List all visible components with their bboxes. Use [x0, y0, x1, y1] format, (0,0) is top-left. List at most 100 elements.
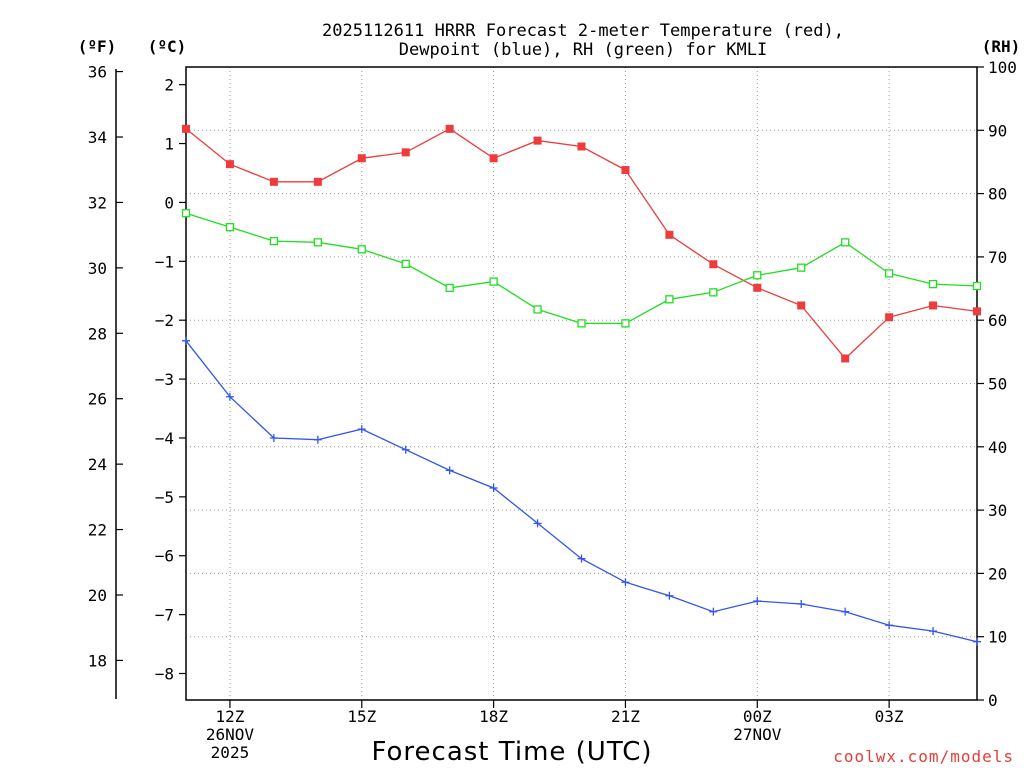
temperature-point: [621, 166, 630, 175]
rh-point: [401, 259, 410, 269]
dewpoint-point: [489, 484, 498, 493]
rh-tick-label: 60: [988, 311, 1007, 330]
celsius-tick-label: −6: [155, 547, 174, 566]
x-tick-label: 00Z: [743, 707, 772, 726]
celsius-tick-label: −2: [155, 311, 174, 330]
dewpoint-point: [577, 554, 586, 563]
fahrenheit-tick-label: 26: [88, 390, 107, 409]
data-series: [181, 124, 982, 646]
dewpoint-point: [533, 519, 542, 528]
fahrenheit-tick-label: 22: [88, 521, 107, 540]
dewpoint-point: [885, 621, 894, 630]
rh-point: [753, 271, 762, 280]
x-tick-label: 03Z: [875, 707, 904, 726]
celsius-tick-label: −8: [155, 665, 174, 684]
fahrenheit-unit-label: (ºF): [78, 37, 117, 56]
temperature-point: [885, 313, 894, 322]
dewpoint-point: [269, 433, 278, 442]
celsius-tick-label: 0: [164, 193, 174, 212]
dewpoint-point: [445, 466, 454, 475]
fahrenheit-tick-label: 30: [88, 259, 107, 278]
dewpoint-point: [665, 591, 674, 600]
rh-point: [709, 288, 718, 297]
fahrenheit-tick-label: 24: [88, 455, 107, 474]
rh-tick-label: 70: [988, 248, 1007, 267]
temperature-point: [269, 177, 278, 186]
x-axis-title: Forecast Time (UTC): [371, 737, 652, 767]
rh-unit-label: (RH): [982, 37, 1021, 56]
rh-point: [577, 319, 586, 328]
rh-point: [357, 245, 366, 254]
source-credit: coolwx.com/models: [833, 747, 1014, 766]
rh-tick-label: 100: [988, 58, 1017, 77]
temperature-point: [753, 283, 762, 292]
rh-tick-label: 30: [988, 501, 1007, 520]
temperature-point: [929, 301, 938, 310]
rh-point: [972, 281, 982, 291]
rh-tick-label: 90: [988, 121, 1007, 140]
celsius-tick-label: −5: [155, 488, 174, 507]
fahrenheit-tick-label: 34: [88, 128, 107, 147]
temperature-point: [841, 354, 850, 363]
temperature-point: [401, 148, 410, 157]
temperature-point: [357, 154, 366, 163]
dewpoint-point: [929, 627, 938, 636]
rh-point: [665, 295, 674, 304]
x-tick-label: 15Z: [347, 707, 376, 726]
temperature-point: [533, 136, 542, 145]
fahrenheit-tick-label: 32: [88, 193, 107, 212]
fahrenheit-tick-label: 20: [88, 586, 107, 605]
dewpoint-point: [313, 435, 322, 444]
temperature-point: [973, 307, 981, 316]
dewpoint-line: [185, 340, 978, 643]
dewpoint-point: [357, 425, 366, 434]
rh-tick-label: 0: [988, 691, 998, 710]
dewpoint-series: [182, 336, 981, 646]
x-tick-label: 21Z: [611, 707, 640, 726]
rh-point: [928, 279, 938, 289]
rh-point: [445, 283, 454, 293]
temperature-point: [665, 230, 674, 239]
celsius-unit-label: (ºC): [148, 37, 187, 56]
temperature-point: [445, 124, 454, 133]
temperature-point: [489, 154, 498, 163]
chart-title-line-1: 2025112611 HRRR Forecast 2-meter Tempera…: [322, 21, 844, 41]
temperature-point: [709, 260, 718, 269]
x-tick-label: 18Z: [479, 707, 508, 726]
celsius-tick-label: −3: [155, 370, 174, 389]
rh-point: [181, 209, 191, 218]
dewpoint-point: [973, 637, 981, 646]
grid-lines: [186, 67, 977, 700]
temperature-point: [225, 160, 234, 169]
temperature-point: [797, 301, 806, 310]
rh-point: [533, 305, 542, 314]
rh-line: [185, 212, 978, 325]
rh-tick-label: 50: [988, 375, 1007, 394]
rh-point: [621, 319, 630, 328]
dewpoint-point: [841, 607, 850, 616]
rh-tick-label: 40: [988, 438, 1007, 457]
rh-point: [841, 238, 850, 247]
dewpoint-point: [753, 597, 762, 606]
dewpoint-point: [401, 445, 410, 454]
rh-series: [181, 209, 982, 328]
x-tick-label: 26NOV: [206, 725, 255, 744]
fahrenheit-tick-label: 18: [88, 651, 107, 670]
axes: 36343230282624222018210−1−2−3−4−5−6−7−81…: [88, 58, 1017, 762]
celsius-tick-label: 1: [164, 135, 174, 154]
dewpoint-point: [709, 607, 718, 616]
rh-point: [269, 236, 279, 246]
rh-point: [225, 222, 235, 232]
fahrenheit-tick-label: 36: [88, 63, 107, 82]
celsius-tick-label: 2: [164, 76, 174, 95]
temperature-point: [182, 124, 190, 133]
celsius-tick-label: −1: [155, 252, 174, 271]
x-tick-label: 2025: [211, 743, 250, 762]
dewpoint-point: [797, 600, 806, 609]
rh-tick-label: 20: [988, 564, 1007, 583]
chart-title-line-2: Dewpoint (blue), RH (green) for KMLI: [399, 40, 767, 60]
rh-tick-label: 10: [988, 628, 1007, 647]
temperature-series: [182, 124, 981, 363]
rh-tick-label: 80: [988, 185, 1007, 204]
